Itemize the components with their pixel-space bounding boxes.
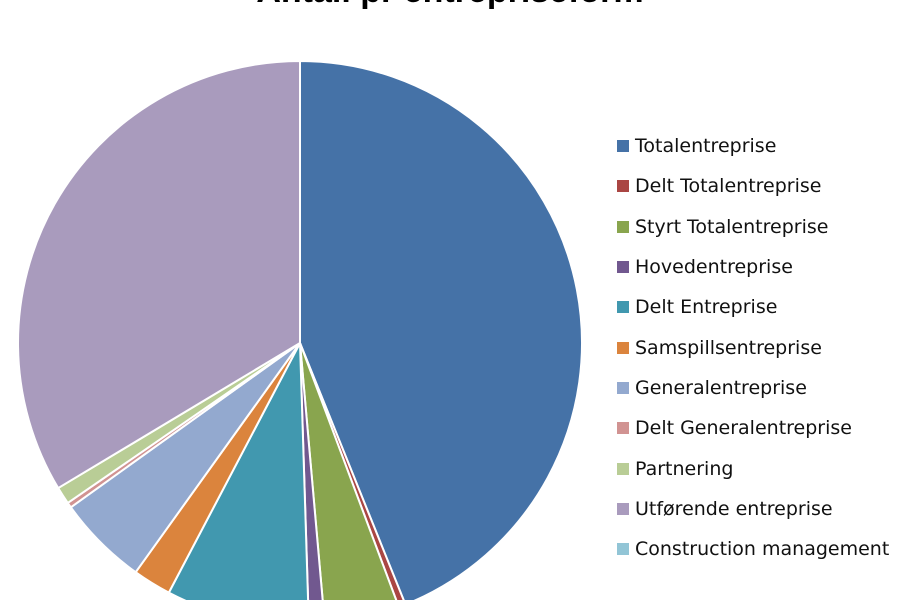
pie-slice-utforende-entreprise — [17, 60, 301, 490]
legend-swatch — [617, 422, 629, 435]
legend-swatch — [617, 180, 629, 193]
legend-item-samspillsentreprise: Samspillsentreprise — [617, 327, 889, 367]
legend-label: Hovedentreprise — [635, 256, 793, 279]
legend-item-totalentreprise: Totalentreprise — [617, 126, 889, 166]
legend-label: Partnering — [635, 457, 734, 480]
legend-label: Totalentreprise — [635, 135, 777, 158]
legend-item-generalentreprise: Generalentreprise — [617, 368, 889, 408]
legend-label: Delt Entreprise — [635, 296, 778, 319]
legend-item-delt-totalentreprise: Delt Totalentreprise — [617, 166, 889, 206]
legend-label: Construction management — [635, 538, 890, 561]
legend-label: Styrt Totalentreprise — [635, 215, 829, 238]
pie-slices — [17, 60, 584, 600]
legend-swatch — [617, 301, 629, 314]
legend-item-partnering: Partnering — [617, 448, 889, 488]
legend-item-utforende-entreprise: Utførende entreprise — [617, 489, 889, 529]
legend-swatch — [617, 462, 629, 475]
legend-swatch — [617, 381, 629, 394]
pie-slice-totalentreprise — [299, 60, 584, 600]
legend-item-delt-entreprise: Delt Entreprise — [617, 287, 889, 327]
legend-label: Delt Totalentreprise — [635, 175, 822, 198]
legend-item-styrt-totalentreprise: Styrt Totalentreprise — [617, 207, 889, 247]
legend-item-delt-generalentreprise: Delt Generalentreprise — [617, 408, 889, 448]
legend-swatch — [617, 341, 629, 354]
legend-swatch — [617, 261, 629, 274]
legend-swatch — [617, 140, 629, 153]
legend-item-hovedentreprise: Hovedentreprise — [617, 247, 889, 287]
legend-label: Samspillsentreprise — [635, 336, 822, 359]
pie-slice-hovedentreprise — [299, 342, 324, 600]
pie-slice-delt-totalentreprise — [299, 342, 405, 600]
legend-label: Generalentreprise — [635, 376, 807, 399]
pie-slice-styrt-totalentreprise — [299, 342, 398, 600]
legend-swatch — [617, 502, 629, 515]
pie-slice-delt-entreprise — [167, 342, 310, 600]
legend: Totalentreprise Delt Totalentreprise Styrt… — [617, 126, 889, 569]
chart-title: Antall pr entrepriseform — [0, 0, 900, 11]
legend-item-construction-management: Construction management — [617, 529, 889, 569]
legend-swatch — [617, 543, 629, 556]
legend-swatch — [617, 220, 629, 233]
legend-label: Delt Generalentreprise — [635, 417, 852, 440]
legend-label: Utførende entreprise — [635, 497, 833, 520]
